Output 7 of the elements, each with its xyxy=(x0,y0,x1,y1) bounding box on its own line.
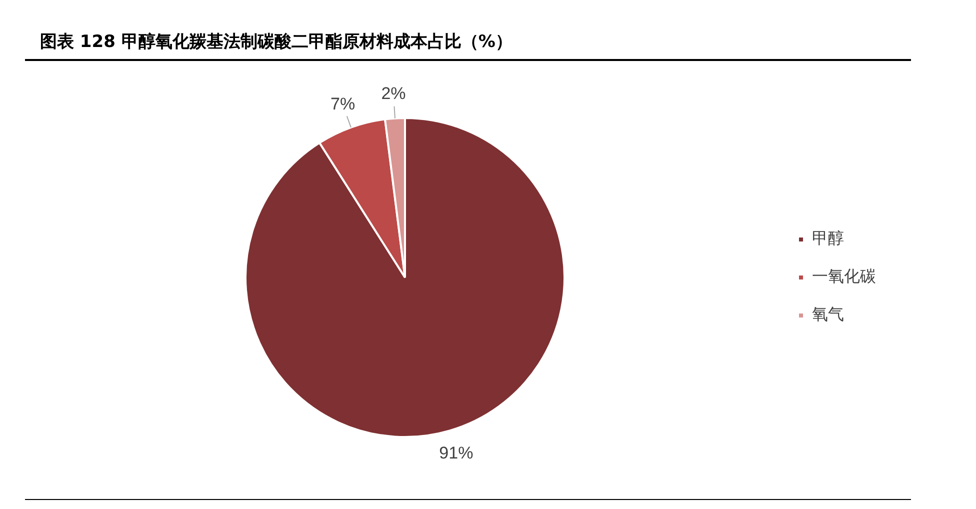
data-label: 91% xyxy=(439,443,474,462)
data-label: 2% xyxy=(381,84,406,104)
legend-label: 一氧化碳 xyxy=(812,266,876,286)
data-label: 7% xyxy=(330,94,356,114)
chart-title: 图表 128 甲醇氧化羰基法制碳酸二甲酯原材料成本占比（%） xyxy=(40,31,512,53)
legend-label: 氧气 xyxy=(812,304,844,324)
legend-label: 甲醇 xyxy=(812,228,844,248)
